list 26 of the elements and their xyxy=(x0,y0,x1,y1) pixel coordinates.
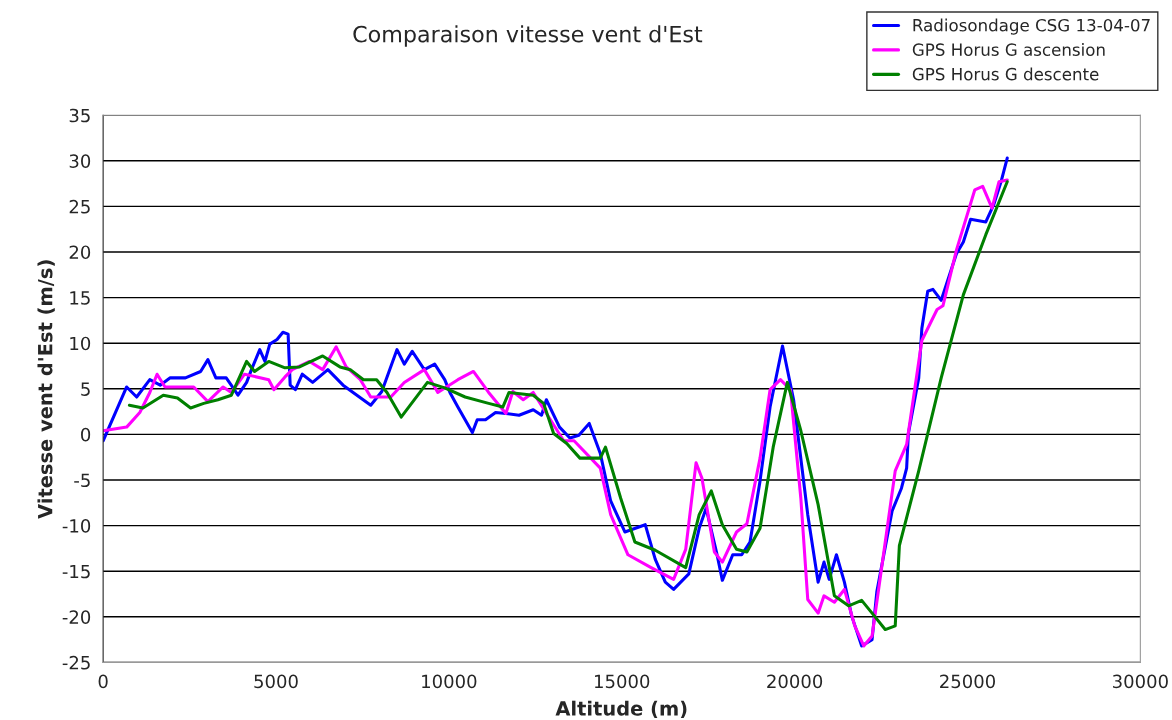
legend-label: Radiosondage CSG 13-04-07 xyxy=(913,18,1150,35)
y-tick-label: -10 xyxy=(62,519,91,533)
legend-label: GPS Horus G ascension xyxy=(912,43,1105,56)
x-tick-label: 10000 xyxy=(422,674,477,689)
y-tick-label: -25 xyxy=(62,655,90,670)
y-tick-label: 0 xyxy=(81,427,91,442)
y-axis-title: Vitesse vent d'Est (m/s) xyxy=(37,260,55,519)
y-tick-label: 10 xyxy=(70,336,91,351)
y-tick-label: -20 xyxy=(62,610,91,624)
y-tick-label: 35 xyxy=(69,108,90,123)
chart-title: Comparaison vitesse vent d'Est xyxy=(353,25,703,47)
x-axis-title: Altitude (m) xyxy=(555,700,687,719)
legend-label: GPS Horus G descente xyxy=(912,67,1099,81)
y-tick-label: 20 xyxy=(69,245,91,260)
x-tick-label: 30000 xyxy=(1113,674,1168,689)
y-tick-label: 15 xyxy=(70,291,90,305)
x-tick-label: 5000 xyxy=(254,674,298,689)
y-tick-label: 5 xyxy=(81,382,90,396)
y-tick-label: 30 xyxy=(69,154,91,168)
x-tick-label: 25000 xyxy=(940,674,996,689)
y-tick-label: -5 xyxy=(74,473,90,488)
y-tick-label: -15 xyxy=(62,564,90,579)
y-tick-label: 25 xyxy=(69,199,90,214)
x-tick-label: 20000 xyxy=(767,674,823,689)
x-tick-label: 15000 xyxy=(595,674,650,689)
x-tick-label: 0 xyxy=(98,674,108,689)
